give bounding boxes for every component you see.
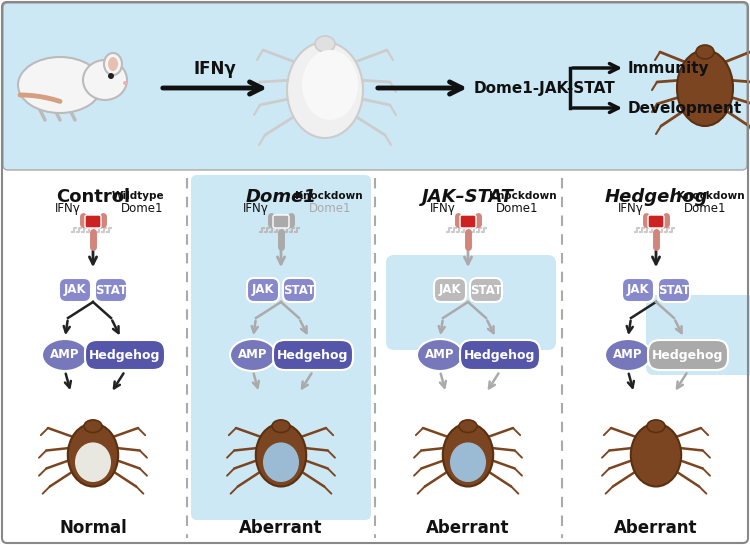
Ellipse shape bbox=[417, 339, 463, 371]
Text: Hedgehog: Hedgehog bbox=[278, 348, 349, 361]
FancyBboxPatch shape bbox=[386, 255, 556, 350]
Ellipse shape bbox=[450, 443, 486, 482]
Text: Hedgehog: Hedgehog bbox=[604, 188, 708, 206]
Text: JAK: JAK bbox=[627, 283, 650, 296]
FancyBboxPatch shape bbox=[59, 278, 91, 302]
Ellipse shape bbox=[230, 339, 276, 371]
Text: IFNγ: IFNγ bbox=[194, 60, 236, 78]
Text: Knockdown: Knockdown bbox=[295, 191, 362, 201]
Ellipse shape bbox=[605, 339, 651, 371]
FancyBboxPatch shape bbox=[85, 215, 101, 228]
Ellipse shape bbox=[647, 420, 665, 433]
FancyBboxPatch shape bbox=[658, 278, 690, 302]
Text: Control: Control bbox=[56, 188, 130, 206]
Text: JAK: JAK bbox=[252, 283, 274, 296]
FancyBboxPatch shape bbox=[247, 278, 279, 302]
FancyBboxPatch shape bbox=[622, 278, 654, 302]
Text: Wildtype: Wildtype bbox=[111, 191, 164, 201]
Text: AMP: AMP bbox=[425, 348, 454, 361]
Ellipse shape bbox=[108, 73, 114, 79]
FancyBboxPatch shape bbox=[648, 340, 728, 370]
Ellipse shape bbox=[263, 443, 299, 482]
FancyBboxPatch shape bbox=[85, 340, 165, 370]
Text: Knockdown: Knockdown bbox=[676, 191, 744, 201]
Text: JAK: JAK bbox=[439, 283, 461, 296]
Text: AMP: AMP bbox=[614, 348, 643, 361]
Text: Dome1: Dome1 bbox=[245, 188, 316, 206]
Text: Aberrant: Aberrant bbox=[426, 519, 510, 537]
Text: IFNγ: IFNγ bbox=[243, 202, 269, 215]
Text: Development: Development bbox=[628, 100, 742, 116]
Ellipse shape bbox=[459, 420, 477, 433]
Ellipse shape bbox=[75, 443, 111, 482]
FancyBboxPatch shape bbox=[273, 215, 289, 228]
Text: IFNγ: IFNγ bbox=[430, 202, 456, 215]
Text: JAK: JAK bbox=[64, 283, 86, 296]
Text: Hedgehog: Hedgehog bbox=[652, 348, 724, 361]
FancyBboxPatch shape bbox=[434, 278, 466, 302]
Text: Aberrant: Aberrant bbox=[614, 519, 698, 537]
FancyBboxPatch shape bbox=[283, 278, 315, 302]
FancyBboxPatch shape bbox=[273, 340, 353, 370]
Ellipse shape bbox=[68, 423, 118, 487]
Text: STAT: STAT bbox=[283, 283, 315, 296]
FancyBboxPatch shape bbox=[646, 295, 750, 375]
Ellipse shape bbox=[84, 420, 102, 433]
Text: Immunity: Immunity bbox=[628, 60, 710, 76]
Text: IFNγ: IFNγ bbox=[618, 202, 644, 215]
Ellipse shape bbox=[442, 423, 494, 487]
FancyBboxPatch shape bbox=[648, 215, 664, 228]
Ellipse shape bbox=[42, 339, 88, 371]
Text: Hedgehog: Hedgehog bbox=[464, 348, 536, 361]
Ellipse shape bbox=[696, 45, 714, 59]
FancyBboxPatch shape bbox=[3, 3, 747, 170]
Text: Dome1: Dome1 bbox=[309, 202, 352, 215]
Text: Dome1: Dome1 bbox=[121, 202, 164, 215]
Text: Knockdown: Knockdown bbox=[488, 191, 556, 201]
Ellipse shape bbox=[315, 36, 335, 52]
Ellipse shape bbox=[256, 423, 306, 487]
Ellipse shape bbox=[631, 423, 681, 487]
Text: Hedgehog: Hedgehog bbox=[89, 348, 160, 361]
Ellipse shape bbox=[272, 420, 290, 433]
Ellipse shape bbox=[123, 81, 127, 85]
Ellipse shape bbox=[104, 53, 122, 75]
Text: Dome1-JAK-STAT: Dome1-JAK-STAT bbox=[474, 81, 616, 95]
Ellipse shape bbox=[108, 57, 118, 71]
Text: IFNγ: IFNγ bbox=[55, 202, 81, 215]
FancyBboxPatch shape bbox=[470, 278, 502, 302]
Ellipse shape bbox=[677, 50, 733, 126]
Text: STAT: STAT bbox=[95, 283, 127, 296]
Text: STAT: STAT bbox=[470, 283, 502, 296]
Ellipse shape bbox=[302, 50, 358, 120]
FancyBboxPatch shape bbox=[95, 278, 127, 302]
Ellipse shape bbox=[18, 57, 102, 113]
Text: AMP: AMP bbox=[238, 348, 268, 361]
Text: Dome1: Dome1 bbox=[496, 202, 538, 215]
FancyBboxPatch shape bbox=[460, 340, 540, 370]
FancyBboxPatch shape bbox=[191, 175, 371, 520]
Text: Normal: Normal bbox=[59, 519, 127, 537]
Ellipse shape bbox=[287, 42, 363, 138]
Ellipse shape bbox=[83, 60, 127, 100]
Text: AMP: AMP bbox=[50, 348, 80, 361]
Text: STAT: STAT bbox=[658, 283, 690, 296]
Text: Dome1: Dome1 bbox=[684, 202, 727, 215]
Text: Aberrant: Aberrant bbox=[239, 519, 322, 537]
FancyBboxPatch shape bbox=[460, 215, 476, 228]
Text: JAK–STAT: JAK–STAT bbox=[422, 188, 514, 206]
